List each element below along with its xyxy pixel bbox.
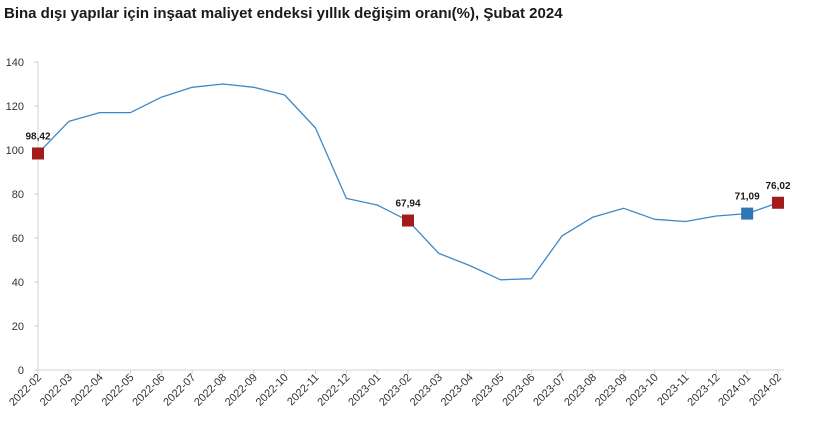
data-label: 71,09 [735, 192, 760, 203]
x-tick-label: 2024-02 [747, 372, 784, 409]
y-tick-label: 40 [12, 277, 24, 289]
x-tick-label: 2023-01 [346, 372, 383, 409]
x-tick-label: 2022-09 [223, 372, 260, 409]
x-tick-label: 2022-02 [7, 372, 44, 409]
y-tick-label: 60 [12, 233, 24, 245]
x-tick-label: 2023-06 [500, 372, 537, 409]
x-tick-label: 2024-01 [716, 372, 753, 409]
x-tick-label: 2022-06 [130, 372, 167, 409]
x-tick-label: 2023-04 [439, 372, 476, 409]
x-tick-label: 2022-04 [69, 372, 106, 409]
marker-layer: 98,42 67,94 71,09 76,02 [25, 131, 791, 227]
data-label: 98,42 [25, 131, 50, 142]
data-label: 76,02 [765, 181, 790, 192]
y-tick-label: 100 [6, 145, 24, 157]
y-tick-label: 80 [12, 189, 24, 201]
x-tick-label: 2022-10 [254, 372, 291, 409]
x-tick-label: 2023-03 [408, 372, 445, 409]
x-tick-label: 2023-05 [470, 372, 507, 409]
x-tick-label: 2022-11 [285, 372, 321, 408]
series-layer [37, 83, 779, 281]
x-tick-label: 2022-07 [161, 372, 198, 409]
y-tick-label: 120 [6, 101, 24, 113]
x-tick-label: 2022-03 [38, 372, 75, 409]
data-point-marker [741, 207, 754, 220]
y-tick-label: 20 [12, 321, 24, 333]
data-point-marker [402, 214, 414, 227]
x-tick-label: 2023-08 [562, 372, 599, 409]
x-tick-label: 2022-05 [100, 372, 137, 409]
x-tick-label: 2023-12 [685, 372, 722, 409]
y-tick-label: 0 [18, 365, 24, 377]
x-tick-label: 2023-07 [531, 372, 568, 409]
data-point-marker [772, 196, 784, 209]
y-axis: 0 20 40 60 80 100 120 140 [6, 57, 39, 377]
chart-title: Bina dışı yapılar için inşaat maliyet en… [4, 5, 563, 22]
data-label: 67,94 [395, 199, 420, 210]
x-tick-label: 2023-02 [377, 372, 414, 409]
x-tick-label: 2023-10 [624, 372, 661, 409]
x-tick-label: 2023-09 [593, 372, 630, 409]
y-tick-label: 140 [6, 57, 24, 69]
x-axis: 2022-022022-032022-042022-052022-062022-… [7, 369, 784, 409]
x-tick-label: 2022-12 [315, 372, 352, 409]
series-line [37, 83, 779, 281]
data-point-marker [32, 147, 44, 160]
x-tick-label: 2022-08 [192, 372, 229, 409]
x-tick-label: 2023-11 [655, 372, 691, 408]
